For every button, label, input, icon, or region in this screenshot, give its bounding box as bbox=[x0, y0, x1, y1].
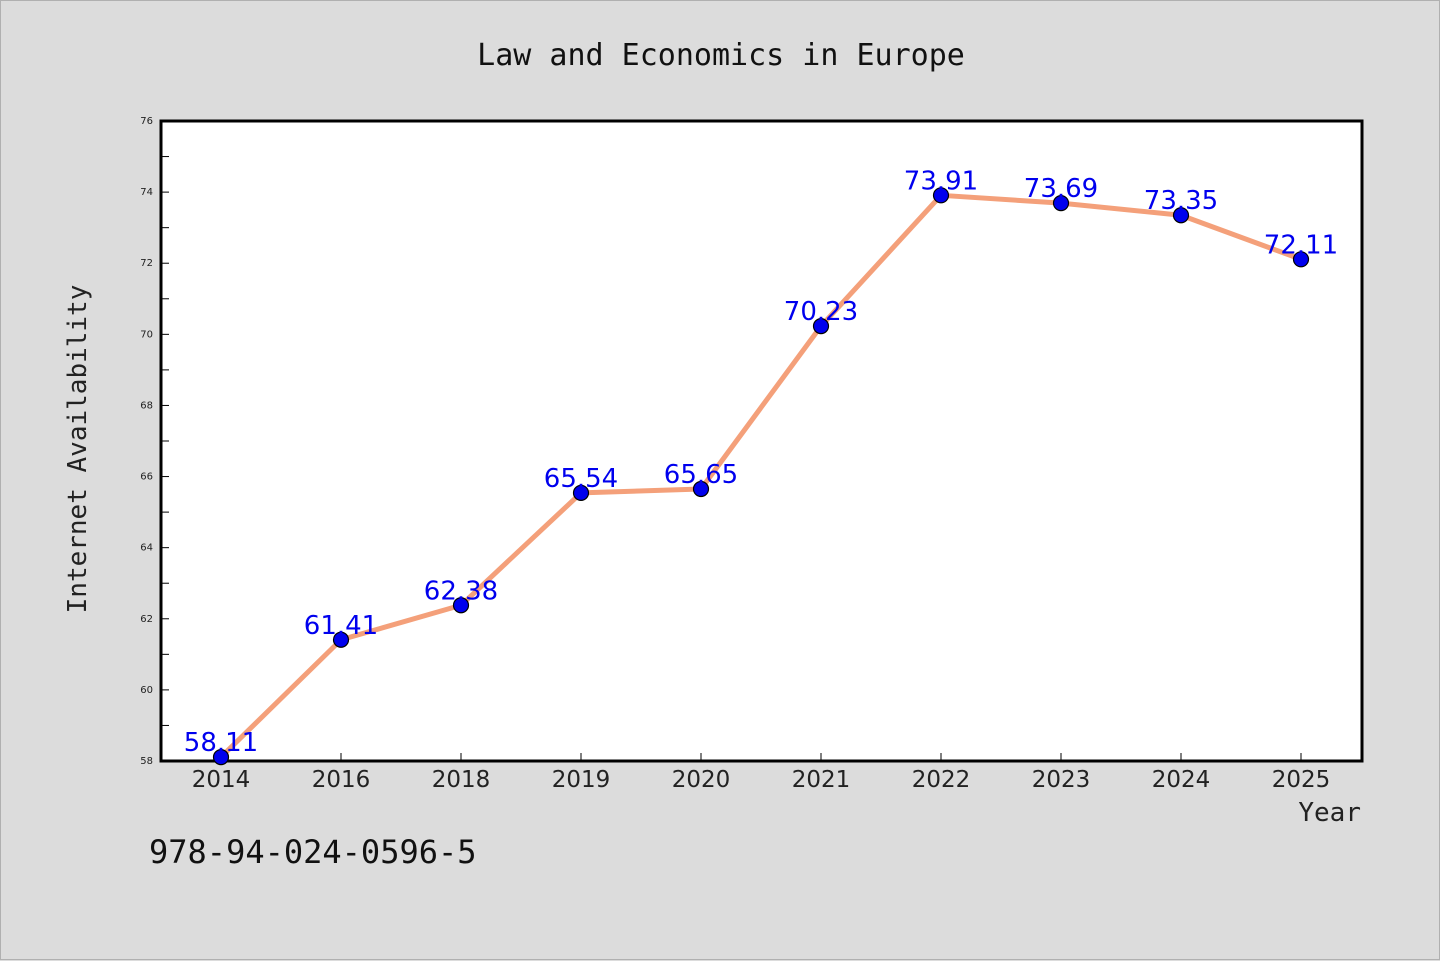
data-points bbox=[212, 187, 1310, 766]
x-tick-label: 2019 bbox=[552, 767, 611, 793]
data-point bbox=[932, 187, 950, 204]
data-label: 65.65 bbox=[664, 460, 738, 490]
x-tick-label: 2022 bbox=[912, 767, 971, 793]
data-label: 61.41 bbox=[304, 611, 378, 641]
y-tick-label: 76 bbox=[140, 116, 153, 127]
data-label: 73.69 bbox=[1024, 174, 1098, 204]
plot-area bbox=[159, 119, 1364, 763]
y-tick-label: 66 bbox=[140, 472, 153, 483]
data-label: 73.91 bbox=[904, 166, 978, 196]
data-point bbox=[1292, 251, 1310, 268]
data-label: 62.38 bbox=[424, 576, 498, 606]
x-axis: 2014 2016 2018 2019 2020 2021 2022 2023 2024 2025 bbox=[192, 753, 1331, 793]
x-tick-label: 2024 bbox=[1152, 767, 1211, 793]
x-axis-label: Year bbox=[1298, 798, 1361, 828]
data-point bbox=[812, 318, 830, 335]
x-tick-label: 2020 bbox=[672, 767, 731, 793]
chart-title: Law and Economics in Europe bbox=[477, 38, 965, 73]
data-label: 70.23 bbox=[784, 297, 858, 327]
y-tick-label: 72 bbox=[140, 258, 153, 269]
y-tick-label: 58 bbox=[140, 756, 153, 767]
data-point bbox=[332, 631, 350, 648]
data-label: 58.11 bbox=[184, 728, 258, 758]
data-point bbox=[692, 480, 710, 498]
x-tick-label: 2018 bbox=[432, 767, 491, 793]
data-label: 65.54 bbox=[544, 464, 618, 494]
y-axis-label: Internet Availability bbox=[63, 285, 93, 614]
y-tick-label: 62 bbox=[140, 614, 153, 625]
x-tick-label: 2014 bbox=[192, 767, 251, 793]
data-point bbox=[572, 484, 590, 502]
y-tick-label: 60 bbox=[140, 685, 153, 696]
data-point bbox=[212, 748, 230, 766]
data-labels: 58.11 61.41 62.38 65.54 65.65 70.23 73.91 73.69… bbox=[184, 166, 1338, 758]
data-point bbox=[1172, 207, 1190, 224]
y-axis: 58 60 62 64 66 68 70 72 74 76 bbox=[140, 116, 169, 767]
y-tick-label: 68 bbox=[140, 400, 153, 411]
isbn-code: 978-94-024-0596-5 bbox=[149, 833, 477, 871]
series-line bbox=[219, 192, 1302, 759]
data-label: 73.35 bbox=[1144, 186, 1218, 216]
y-tick-label: 74 bbox=[140, 187, 153, 198]
data-label: 72.11 bbox=[1264, 230, 1338, 260]
x-tick-label: 2023 bbox=[1032, 767, 1091, 793]
y-tick-label: 70 bbox=[140, 329, 153, 340]
y-tick-label: 64 bbox=[140, 543, 153, 554]
x-tick-label: 2025 bbox=[1272, 767, 1331, 793]
x-tick-label: 2021 bbox=[792, 767, 851, 793]
data-point bbox=[452, 597, 470, 614]
data-point bbox=[1052, 195, 1070, 212]
x-tick-label: 2016 bbox=[312, 767, 371, 793]
